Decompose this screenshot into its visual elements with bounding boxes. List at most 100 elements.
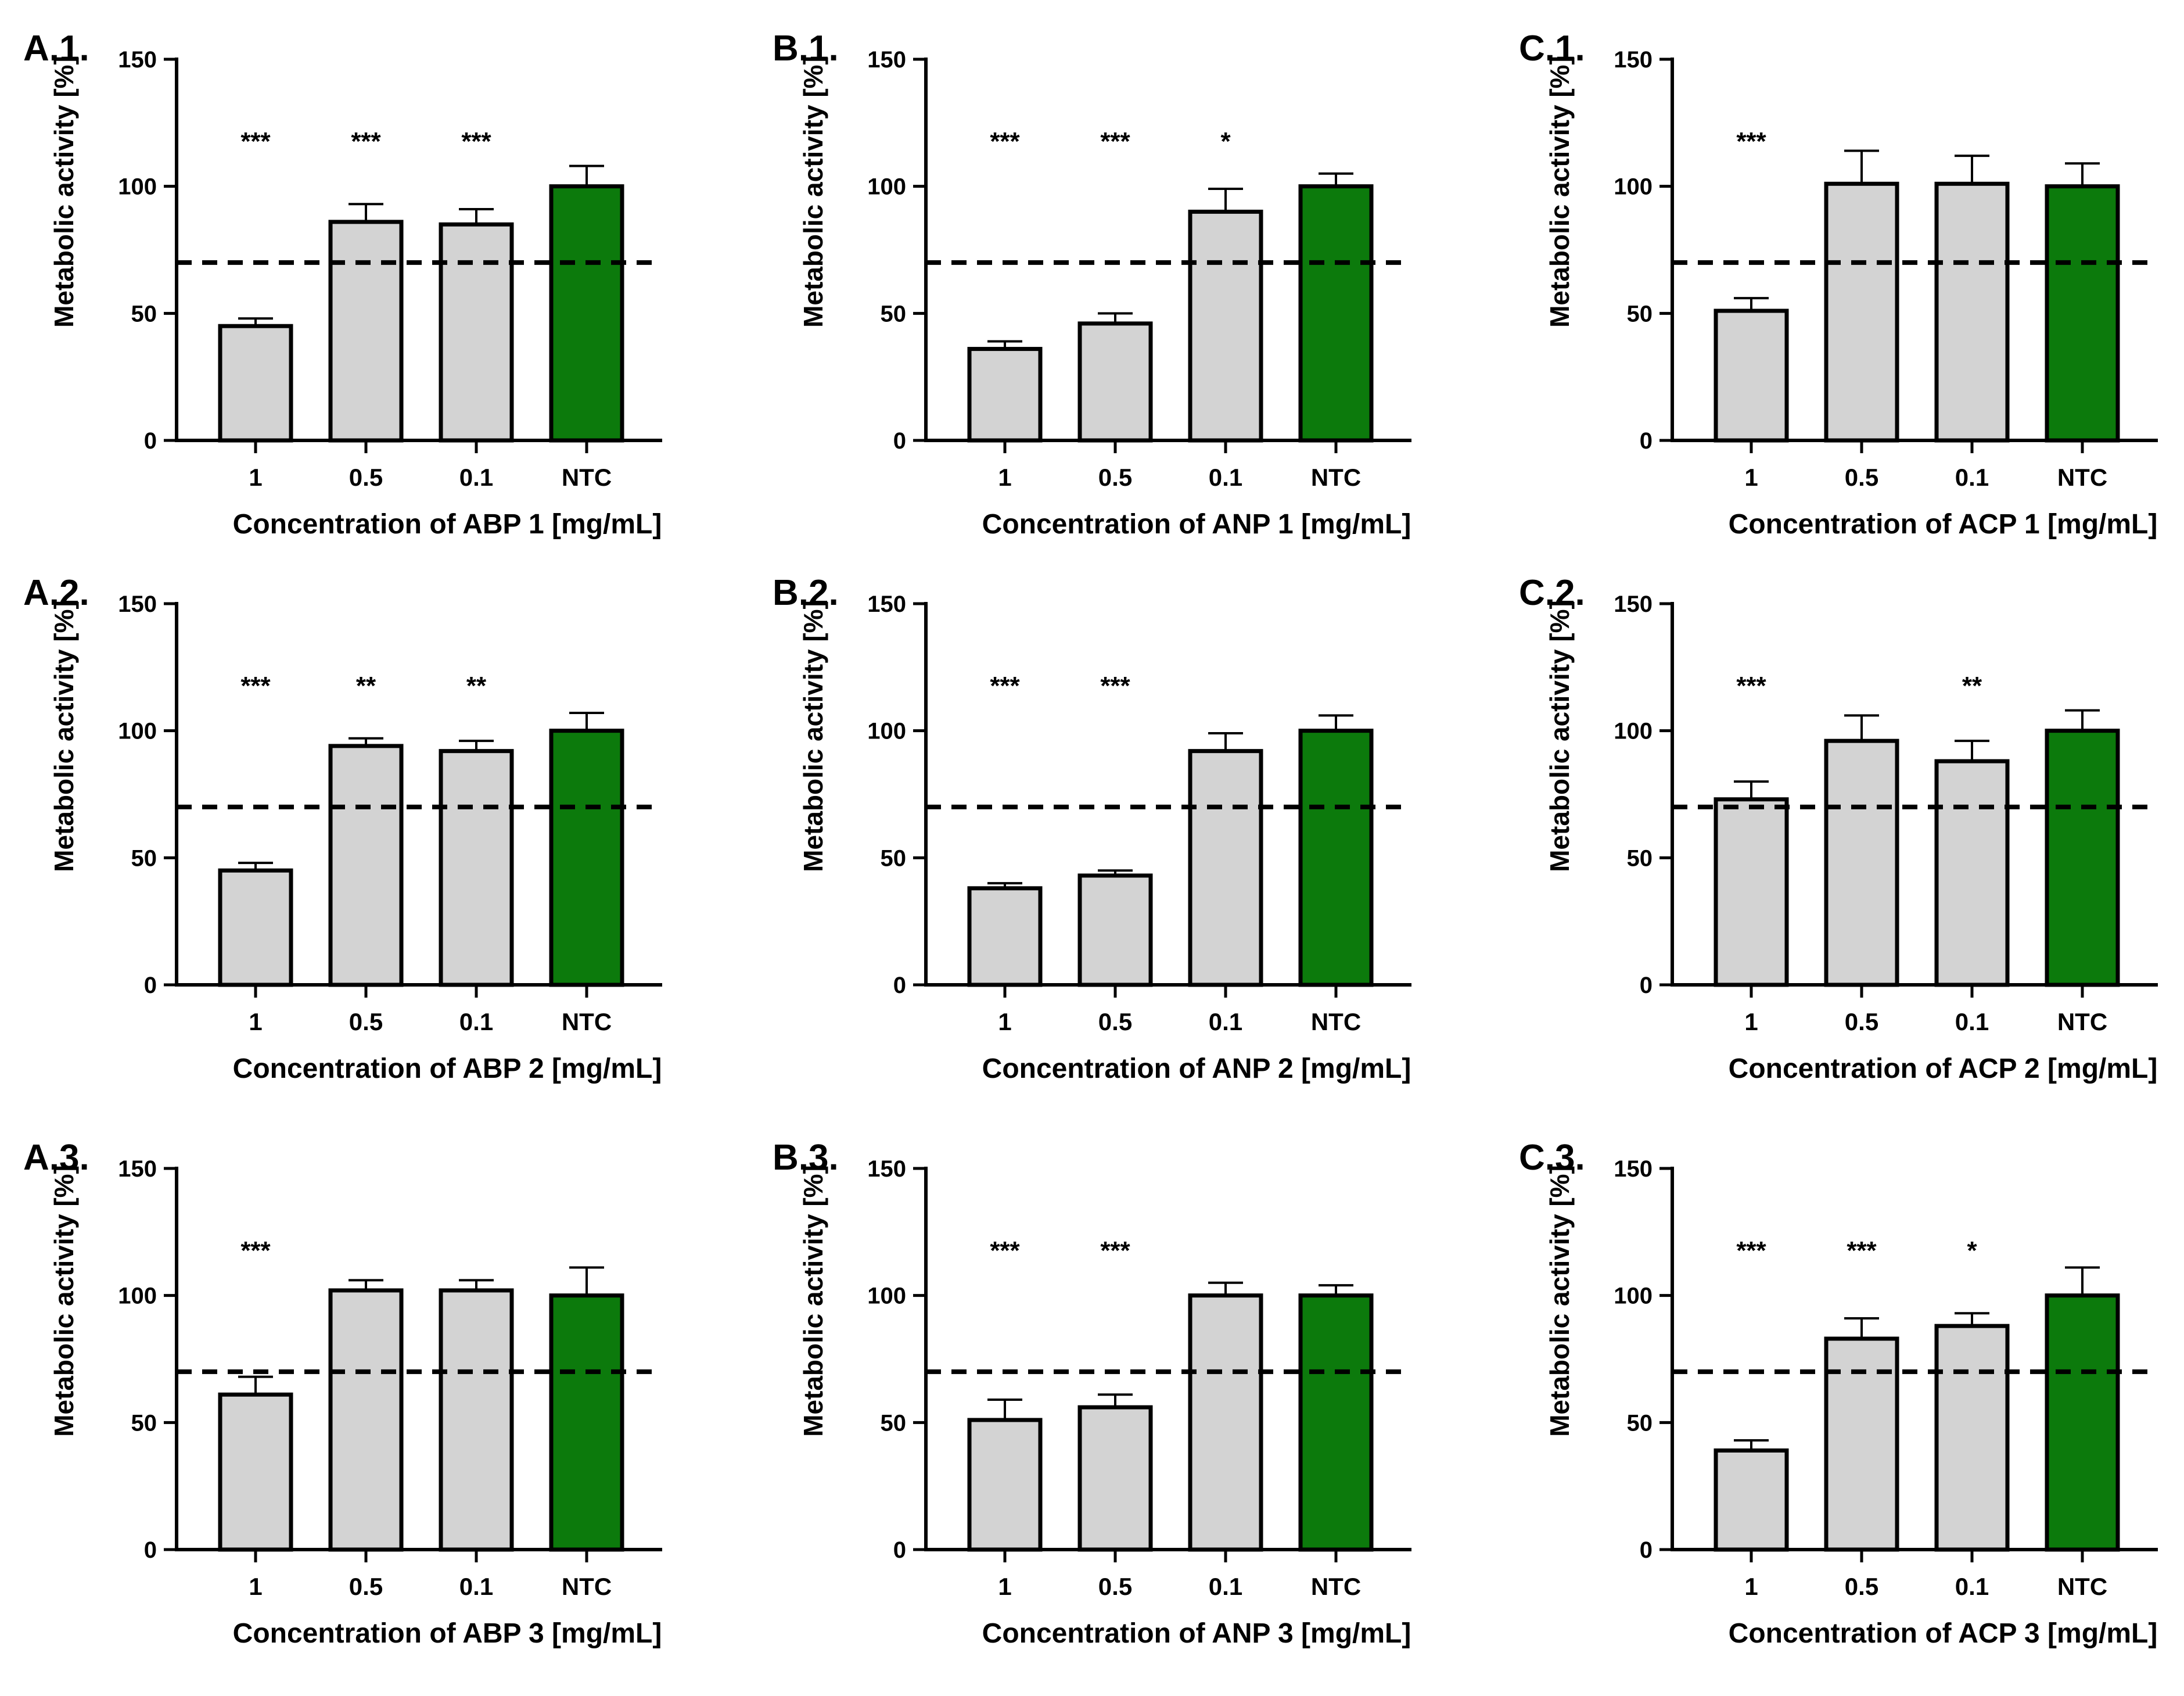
- y-tick-label: 150: [1614, 1156, 1653, 1182]
- y-tick-label: 150: [867, 1156, 906, 1182]
- x-axis-title: Concentration of ABP 2 [mg/mL]: [232, 1053, 662, 1084]
- x-tick-label: 0.5: [349, 1573, 383, 1600]
- y-tick-label: 50: [881, 1410, 907, 1436]
- x-tick-label: 1: [998, 1573, 1011, 1600]
- y-tick-label: 150: [118, 1156, 157, 1182]
- panel-b2: B.2. Metabolic activity [%] 0 50 100 150 ***…: [773, 562, 1493, 1131]
- x-axis-title: Concentration of ANP 3 [mg/mL]: [982, 1618, 1411, 1649]
- y-tick-label: 0: [1640, 973, 1653, 998]
- significance-marker: ***: [1100, 672, 1130, 700]
- bar: [1824, 738, 1899, 987]
- panel-a3: A.3. Metabolic activity [%] 0 50 100 150 ***…: [23, 1127, 743, 1696]
- bar: [328, 220, 404, 443]
- x-tick-label: 0.1: [1955, 464, 1989, 491]
- x-axis-title: Concentration of ABP 3 [mg/mL]: [232, 1618, 662, 1649]
- significance-marker: **: [356, 672, 376, 700]
- significance-marker: *: [1967, 1236, 1977, 1265]
- y-tick-label: 150: [1614, 47, 1653, 73]
- y-tick-label: 100: [867, 719, 906, 744]
- bar: [967, 347, 1043, 443]
- y-tick-label: 50: [1627, 845, 1653, 871]
- x-tick-label: 1: [1744, 464, 1758, 491]
- x-tick-label: 0.1: [459, 464, 493, 491]
- significance-marker: ***: [1736, 127, 1766, 156]
- y-tick-label: 150: [1614, 591, 1653, 617]
- panel-c1: C.1. Metabolic activity [%] 0 50 100 150 ***…: [1519, 17, 2184, 587]
- x-tick-label: 0.1: [1209, 1008, 1242, 1035]
- y-tick-label: 100: [867, 1283, 906, 1309]
- bar: [1188, 749, 1263, 987]
- significance-marker: ***: [351, 127, 381, 156]
- bar: [1824, 181, 1899, 443]
- bar: [1188, 209, 1263, 443]
- significance-marker: ***: [990, 127, 1020, 156]
- bar-chart: 0 50 100 150 *** 1 0.5 ** 0.1 NTC: [1614, 591, 2158, 1035]
- y-tick-label: 100: [1614, 1283, 1653, 1309]
- significance-marker: ***: [240, 672, 271, 700]
- panel-label: A.1.: [23, 28, 89, 69]
- significance-marker: *: [1220, 127, 1231, 156]
- panel-label: C.1.: [1519, 28, 1585, 69]
- y-tick-label: 100: [867, 174, 906, 200]
- bar: [1934, 759, 2010, 987]
- x-tick-label: 1: [249, 1008, 262, 1035]
- bar: [1934, 1324, 2010, 1552]
- y-tick-label: 0: [893, 428, 906, 454]
- x-tick-label: 0.5: [1845, 464, 1878, 491]
- bar: [967, 886, 1043, 987]
- x-tick-label: 0.5: [1098, 1008, 1132, 1035]
- bar-chart: 0 50 100 150 *** 1 *** 0.5 0.1 NTC: [867, 1156, 1411, 1600]
- bar-chart: 0 50 100 150 *** 1 *** 0.5 * 0.1 NTC: [867, 47, 1411, 491]
- bar: [328, 744, 404, 987]
- panel-label: A.3.: [23, 1138, 89, 1178]
- x-tick-label: 1: [249, 1573, 262, 1600]
- significance-marker: **: [1962, 672, 1982, 700]
- y-tick-label: 150: [867, 591, 906, 617]
- x-axis-title: Concentration of ABP 1 [mg/mL]: [232, 509, 662, 540]
- x-tick-label: NTC: [562, 464, 612, 491]
- y-tick-label: 0: [893, 1537, 906, 1563]
- bar-chart: 0 50 100 150 *** 1 *** 0.5 * 0.1 NTC: [1614, 1156, 2158, 1600]
- y-tick-label: 0: [1640, 428, 1653, 454]
- significance-marker: ***: [240, 1236, 271, 1265]
- x-axis-title: Concentration of ANP 1 [mg/mL]: [982, 509, 1411, 540]
- panel-b3: B.3. Metabolic activity [%] 0 50 100 150 ***…: [773, 1127, 1493, 1696]
- significance-marker: ***: [990, 1236, 1020, 1265]
- significance-marker: ***: [990, 672, 1020, 700]
- bar: [1188, 1293, 1263, 1552]
- bar-chart: 0 50 100 150 *** 1 ** 0.5 ** 0.1 NTC: [118, 591, 662, 1035]
- bar: [439, 749, 514, 987]
- panel-label: B.3.: [773, 1138, 839, 1178]
- panel-c3: C.3. Metabolic activity [%] 0 50 100 150 ***…: [1519, 1127, 2184, 1696]
- x-tick-label: NTC: [1311, 464, 1361, 491]
- x-tick-label: 0.5: [349, 1008, 383, 1035]
- y-tick-label: 150: [118, 591, 157, 617]
- panel-a1: A.1. Metabolic activity [%] 0 50 100 150 ***…: [23, 17, 743, 587]
- x-tick-label: 0.1: [1209, 464, 1242, 491]
- significance-marker: ***: [1736, 1236, 1766, 1265]
- x-tick-label: 0.1: [1955, 1573, 1989, 1600]
- x-tick-label: NTC: [562, 1573, 612, 1600]
- x-tick-label: NTC: [1311, 1008, 1361, 1035]
- y-tick-label: 0: [144, 973, 157, 998]
- significance-marker: ***: [1847, 1236, 1877, 1265]
- y-tick-label: 50: [131, 1410, 157, 1436]
- bar: [218, 868, 293, 987]
- bar: [1714, 309, 1789, 443]
- panel-label: C.3.: [1519, 1138, 1585, 1178]
- y-tick-label: 150: [118, 47, 157, 73]
- x-tick-label: 0.1: [459, 1573, 493, 1600]
- x-tick-label: 0.5: [349, 464, 383, 491]
- x-tick-label: 1: [998, 464, 1011, 491]
- bar-chart: 0 50 100 150 *** 1 *** 0.5 *** 0.1 NTC: [118, 47, 662, 491]
- x-tick-label: 0.5: [1845, 1573, 1878, 1600]
- x-axis-title: Concentration of ACP 1 [mg/mL]: [1728, 509, 2158, 540]
- y-tick-label: 50: [881, 845, 907, 871]
- panel-label: C.2.: [1519, 573, 1585, 613]
- x-tick-label: NTC: [2057, 464, 2107, 491]
- significance-marker: ***: [1100, 1236, 1130, 1265]
- control-bar: [549, 1293, 624, 1552]
- bar: [328, 1288, 404, 1552]
- y-tick-label: 0: [1640, 1537, 1653, 1563]
- significance-marker: ***: [240, 127, 271, 156]
